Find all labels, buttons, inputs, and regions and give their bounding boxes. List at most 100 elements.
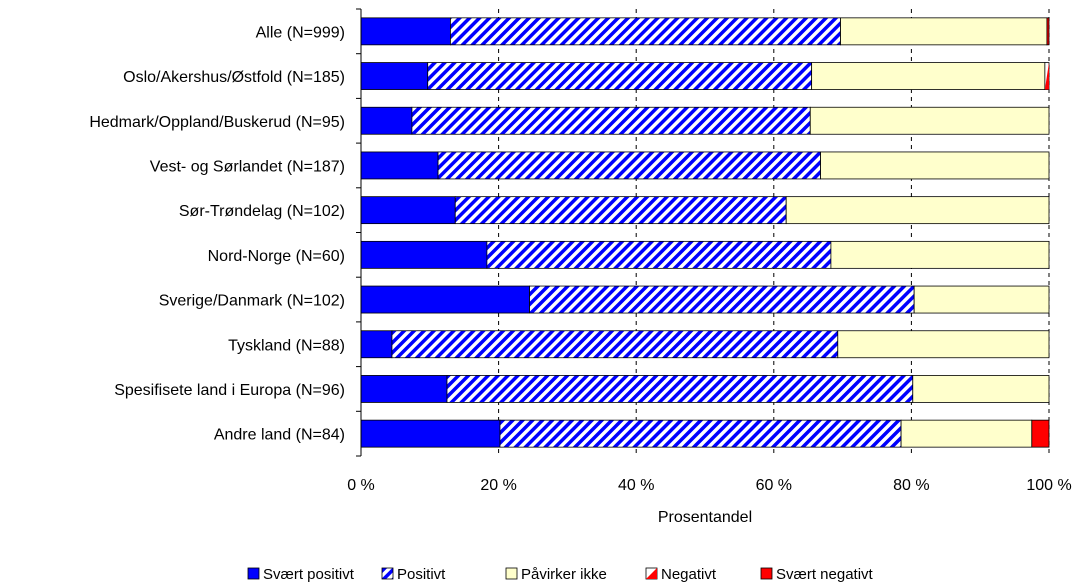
x-tick-label: 60 %: [756, 477, 792, 494]
bars: [360, 17, 1050, 448]
bar-segment: [360, 151, 439, 180]
bar-segment-rect: [1046, 17, 1050, 46]
legend-label: Påvirker ikke: [521, 566, 607, 583]
bar-segment: [391, 330, 839, 359]
bar-segment: [360, 330, 393, 359]
bar-segment: [830, 240, 1050, 269]
bar-segment: [411, 106, 811, 135]
bar-segment: [785, 196, 1050, 225]
bar-segment-rect: [1031, 419, 1050, 448]
legend-label: Negativt: [661, 566, 717, 583]
bar-segment: [360, 62, 429, 90]
legend-swatch: [505, 567, 518, 580]
bar-segment-rect: [360, 151, 439, 180]
bar-segment-rect: [360, 17, 451, 46]
category-label: Spesifisete land i Europa (N=96): [114, 382, 345, 399]
bar-segment: [360, 106, 413, 135]
category-label: Vest- og Sørlandet (N=187): [150, 158, 345, 175]
bar-segment-rect: [809, 106, 1050, 135]
bar-segment-rect: [360, 419, 501, 448]
bar-segment: [454, 196, 787, 225]
x-tick-label: 40 %: [618, 477, 654, 494]
bar-segment: [912, 375, 1050, 403]
legend-item: Negativt: [645, 566, 717, 583]
bar-segment: [499, 419, 902, 448]
bar-segment: [360, 375, 448, 403]
bar-segment-rect: [446, 375, 914, 403]
bar-segment: [360, 419, 501, 448]
bar-segment-rect: [360, 330, 393, 359]
bar-segment: [913, 285, 1050, 314]
x-tick-label: 0 %: [347, 477, 375, 494]
bar-segment-rect: [837, 330, 1050, 359]
category-label: Nord-Norge (N=60): [208, 248, 345, 265]
bar-segment-rect: [785, 196, 1050, 225]
bar-segment-rect: [437, 151, 821, 180]
legend-item: Svært negativt: [760, 566, 874, 583]
bar-segment: [529, 285, 915, 314]
bar-segment-rect: [486, 240, 832, 269]
category-label: Tyskland (N=88): [228, 337, 345, 354]
bar-segment: [360, 17, 451, 46]
bar-segment-rect: [391, 330, 839, 359]
legend-label: Svært negativt: [776, 566, 874, 583]
x-tick-label: 100 %: [1026, 477, 1071, 494]
legend-item: Svært positivt: [247, 566, 355, 583]
legend-swatch: [381, 567, 394, 580]
bar-segment-rect: [360, 375, 448, 403]
bar-segment: [1046, 17, 1050, 46]
bar-segment-rect: [900, 419, 1033, 448]
bar-segment-rect: [529, 285, 915, 314]
bar-segment: [811, 62, 1046, 90]
bar-segment: [809, 106, 1050, 135]
bar-segment: [360, 285, 530, 314]
bar-segment-rect: [360, 285, 530, 314]
axes: Alle (N=999) Oslo/Akershus/Østfold (N=185…: [89, 8, 1072, 494]
x-tick-label: 80 %: [893, 477, 929, 494]
bar-segment-rect: [411, 106, 811, 135]
legend-swatch: [247, 567, 260, 580]
bar-segment: [427, 62, 813, 90]
category-label: Andre land (N=84): [214, 427, 345, 444]
bar-segment-rect: [912, 375, 1050, 403]
legend-swatch: [760, 567, 773, 580]
bar-segment: [1031, 419, 1050, 448]
bar-segment-rect: [840, 17, 1048, 46]
x-tick-label: 20 %: [480, 477, 516, 494]
bar-segment-rect: [360, 196, 456, 225]
bar-segment: [360, 240, 488, 269]
category-label: Alle (N=999): [256, 24, 345, 41]
bar-segment-rect: [454, 196, 787, 225]
bar-segment-rect: [499, 419, 902, 448]
legend-label: Positivt: [397, 566, 446, 583]
bar-segment-rect: [427, 62, 813, 90]
legend-item: Positivt: [381, 566, 446, 583]
bar-segment-rect: [360, 106, 413, 135]
category-label: Hedmark/Oppland/Buskerud (N=95): [89, 114, 345, 131]
bar-segment-rect: [360, 240, 488, 269]
category-label: Oslo/Akershus/Østfold (N=185): [123, 69, 345, 86]
bar-segment-rect: [913, 285, 1050, 314]
bar-segment-rect: [811, 62, 1046, 90]
bar-segment: [486, 240, 832, 269]
bar-segment: [360, 196, 456, 225]
bar-segment: [837, 330, 1050, 359]
bar-segment: [437, 151, 821, 180]
bar-segment: [450, 17, 841, 46]
bar-segment-fill: [1044, 62, 1049, 90]
legend-item: Påvirker ikke: [505, 566, 607, 583]
bar-segment: [820, 151, 1050, 180]
bar-segment: [1044, 62, 1050, 90]
bar-segment: [840, 17, 1048, 46]
bar-segment: [900, 419, 1033, 448]
bar-segment-rect: [830, 240, 1050, 269]
legend-label: Svært positivt: [263, 566, 355, 583]
bar-segment-rect: [450, 17, 841, 46]
category-label: Sør-Trøndelag (N=102): [179, 203, 345, 220]
legend: Svært positivt Positivt Påvirker ikke Negat…: [247, 566, 874, 583]
legend-swatch-fill: [646, 568, 657, 579]
x-axis-title: Prosentandel: [658, 509, 752, 526]
bar-segment-rect: [360, 62, 429, 90]
bar-segment-rect: [820, 151, 1050, 180]
